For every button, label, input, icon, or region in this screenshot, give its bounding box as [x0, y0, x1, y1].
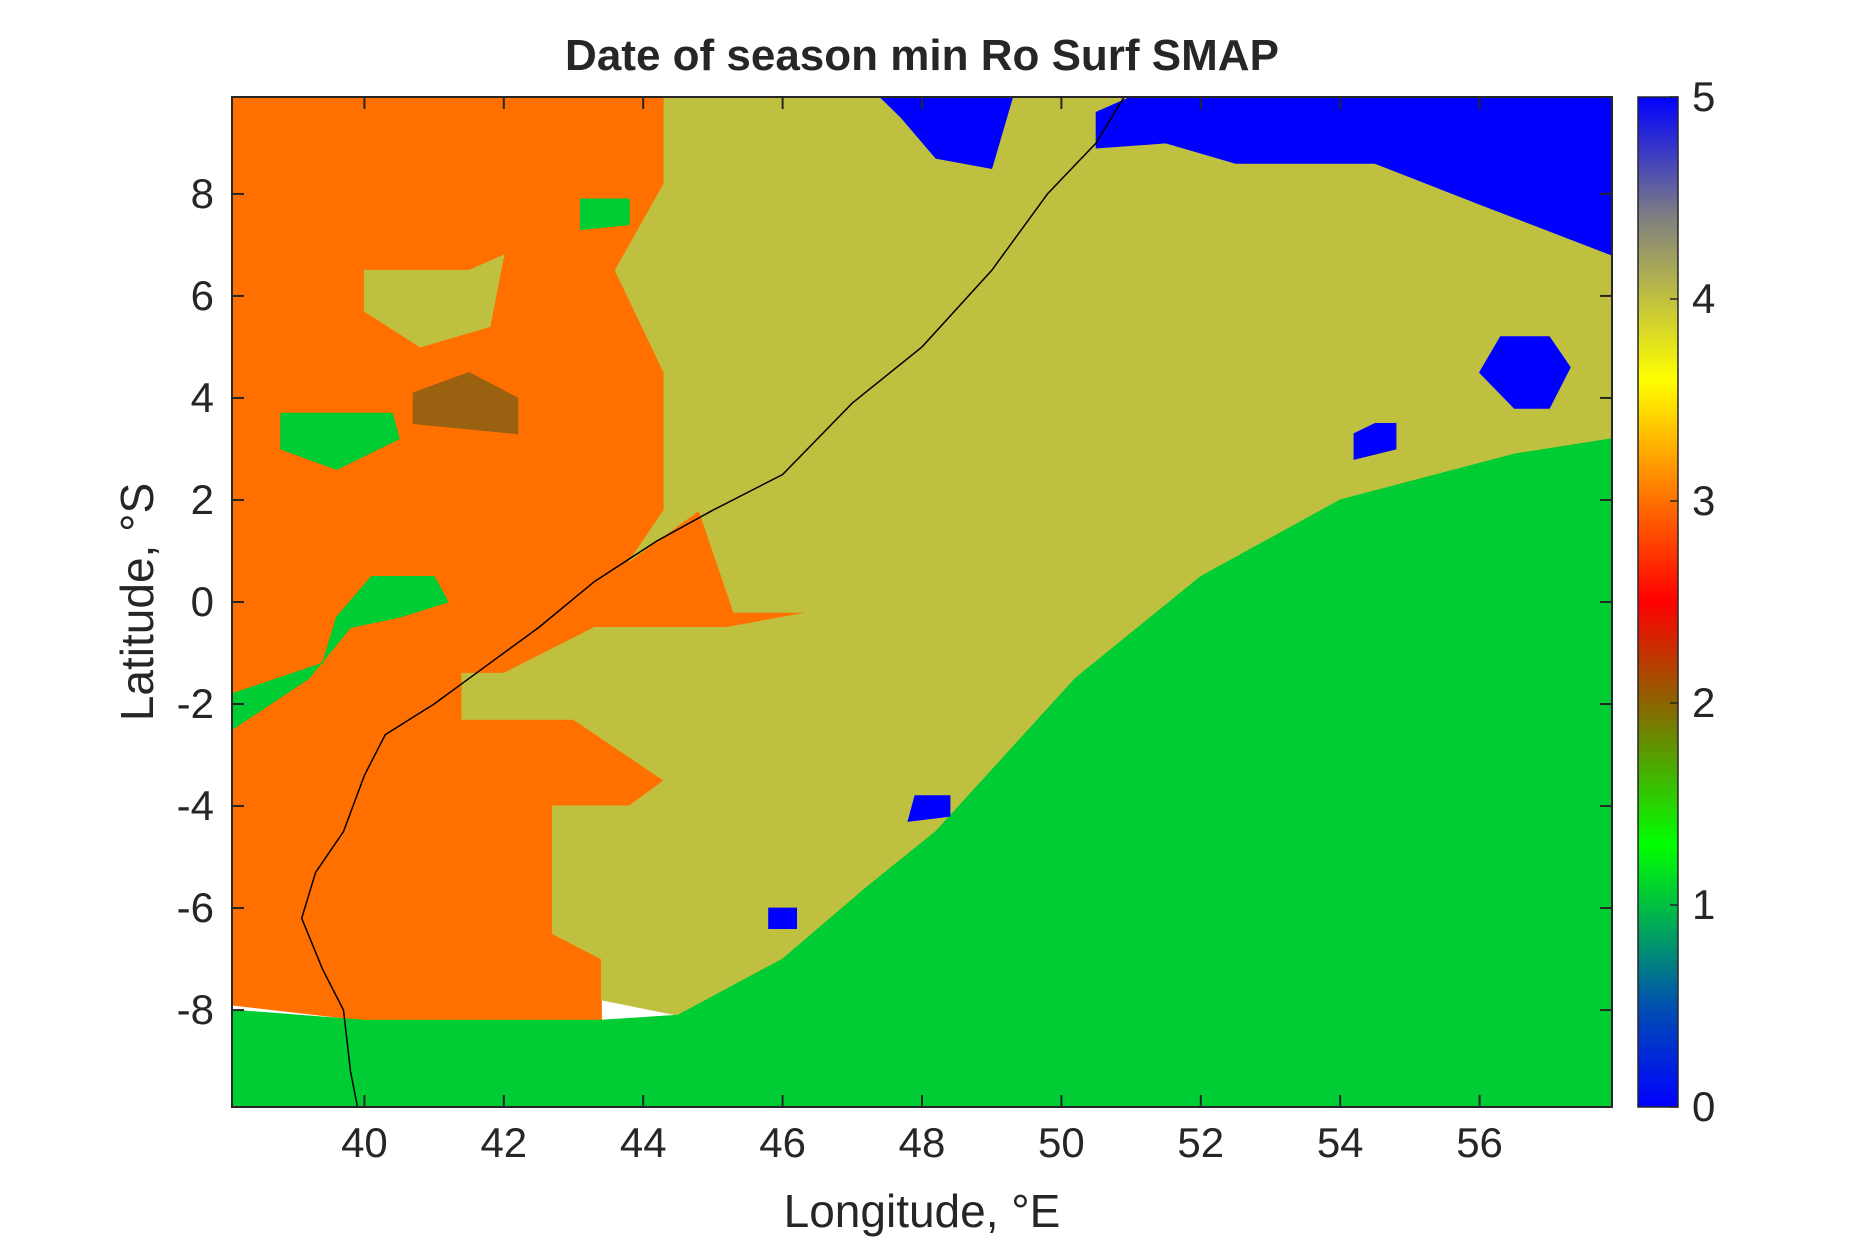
region-green-patch-3 [580, 198, 630, 231]
y-tick-label: 0 [191, 578, 214, 625]
region-brown-patch [412, 371, 519, 435]
region-blue-patch-e [1478, 336, 1571, 409]
colorbar-ticks: 0 1 2 3 4 5 [1670, 73, 1715, 1130]
x-tick-label: 46 [759, 1119, 806, 1166]
region-blue-patch-s1 [907, 795, 951, 822]
colorbar-tick-label: 3 [1692, 477, 1715, 524]
region-green-patch-1 [280, 412, 400, 470]
region-blue-patch-c [1353, 423, 1397, 460]
y-tick-label: -8 [177, 986, 214, 1033]
region-ne-blue-2 [879, 97, 1014, 169]
y-tick-label: 2 [191, 476, 214, 523]
x-tick-label: 44 [620, 1119, 667, 1166]
y-tick-label: -6 [177, 884, 214, 931]
y-tick-label: -2 [177, 680, 214, 727]
region-blue-patch-s2 [768, 907, 797, 929]
y-tick-label: 6 [191, 272, 214, 319]
x-tick-label: 42 [480, 1119, 527, 1166]
x-tick-label: 54 [1317, 1119, 1364, 1166]
coastline-layer [300, 97, 1125, 1107]
x-tick-label: 40 [341, 1119, 388, 1166]
region-south-green [232, 438, 1612, 1107]
coastline [300, 97, 1125, 1107]
region-ne-blue-1 [1095, 97, 1612, 256]
colorbar-tick-label: 5 [1692, 73, 1715, 120]
x-tick-label: 50 [1038, 1119, 1085, 1166]
data-regions [232, 97, 1612, 1107]
chart-title: Date of season min Ro Surf SMAP [565, 31, 1279, 80]
colorbar-tick-label: 4 [1692, 275, 1715, 322]
x-tick-label: 52 [1177, 1119, 1224, 1166]
x-axis-label: Longitude, °E [784, 1185, 1061, 1237]
y-axis-ticks: 8 6 4 2 0 -2 -4 -6 -8 [177, 170, 1612, 1033]
colorbar-tick-label: 1 [1692, 881, 1715, 928]
region-green-patch-2 [232, 576, 449, 731]
region-olive-island [363, 254, 505, 348]
y-tick-label: 4 [191, 374, 214, 421]
y-tick-label: -4 [177, 782, 214, 829]
colorbar-tick-label: 0 [1692, 1083, 1715, 1130]
colorbar [1637, 96, 1679, 1108]
x-axis-ticks: 40 42 44 46 48 50 52 54 56 [341, 97, 1503, 1166]
y-tick-label: 8 [191, 170, 214, 217]
colorbar-tick-label: 2 [1692, 679, 1715, 726]
x-tick-label: 48 [899, 1119, 946, 1166]
x-tick-label: 56 [1456, 1119, 1503, 1166]
y-axis-label: Latitude, °S [111, 483, 163, 721]
